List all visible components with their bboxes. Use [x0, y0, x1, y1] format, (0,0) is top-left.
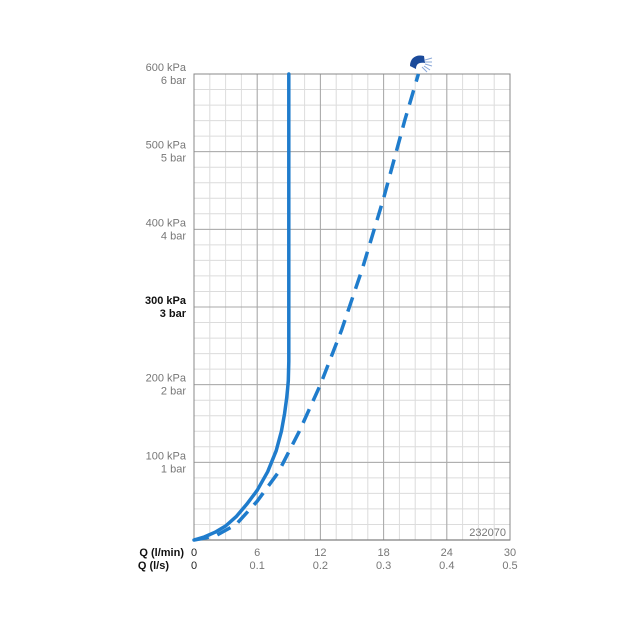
water-stream	[424, 63, 433, 67]
y-tick-kpa: 200 kPa	[146, 373, 187, 385]
y-tick-bar: 3 bar	[160, 308, 187, 320]
y-tick-kpa: 100 kPa	[146, 450, 187, 462]
series-line-dashed	[193, 73, 421, 542]
x-tick-ls: 0.4	[439, 560, 454, 572]
x-axis-label-ls: Q (l/s)	[138, 560, 170, 572]
x-tick-lmin: 0	[191, 547, 197, 559]
x-tick-lmin: 30	[504, 547, 516, 559]
plot-border	[193, 73, 511, 541]
y-tick-kpa: 600 kPa	[146, 62, 187, 74]
x-tick-ls: 0.1	[250, 560, 265, 572]
x-tick-lmin: 12	[314, 547, 326, 559]
y-tick-kpa: 500 kPa	[146, 140, 187, 152]
water-stream	[424, 57, 433, 61]
x-tick-ls: 0.2	[313, 560, 328, 572]
water-stream	[423, 65, 431, 71]
x-tick-ls: 0.5	[502, 560, 517, 572]
x-axis-labels: 00 60.1 120.2 180.3 240.4 300.5	[191, 547, 518, 572]
y-tick-kpa: 300 kPa	[145, 295, 187, 307]
x-tick-ls: 0	[191, 560, 197, 572]
product-code: 232070	[469, 527, 506, 539]
series-layer	[192, 72, 421, 542]
x-axis-label-lmin: Q (l/min)	[139, 547, 184, 559]
y-tick-bar: 2 bar	[161, 386, 186, 398]
y-tick-bar: 1 bar	[161, 463, 186, 475]
y-tick-bar: 6 bar	[161, 75, 186, 87]
water-stream	[421, 66, 428, 73]
x-tick-lmin: 18	[377, 547, 389, 559]
y-tick-bar: 4 bar	[161, 230, 186, 242]
x-tick-lmin: 24	[441, 547, 453, 559]
x-tick-ls: 0.3	[376, 560, 391, 572]
shower-head-shape	[410, 55, 425, 69]
y-tick-bar: 5 bar	[161, 153, 186, 165]
y-tick-kpa: 400 kPa	[146, 217, 187, 229]
x-tick-lmin: 6	[254, 547, 260, 559]
series-line-solid	[192, 72, 291, 542]
shower-head-icon	[410, 55, 433, 73]
